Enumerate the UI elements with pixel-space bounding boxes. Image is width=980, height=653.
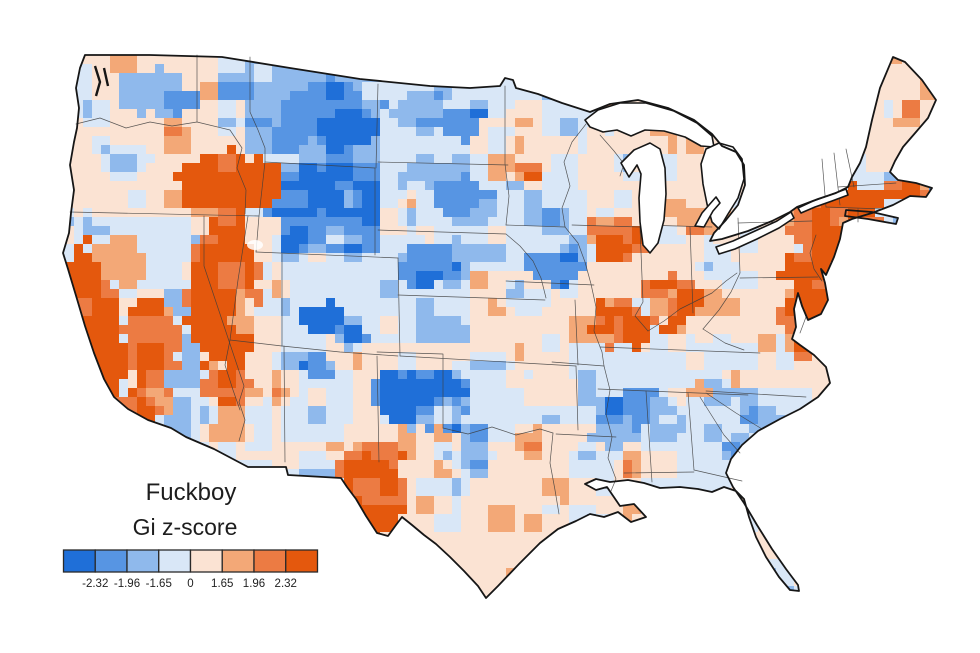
legend-tick-label: -2.32 <box>82 578 108 590</box>
legend-swatch-4 <box>189 549 223 573</box>
legend-tick-label: -1.96 <box>114 578 140 590</box>
legend-swatch-7 <box>285 549 319 573</box>
legend-swatch-3 <box>158 549 192 573</box>
legend-swatch-5 <box>221 549 255 573</box>
legend-swatch-2 <box>126 549 160 573</box>
legend-swatch-1 <box>94 549 128 573</box>
lake-erie <box>715 211 795 255</box>
us-outline <box>62 54 937 599</box>
legend-swatch-0 <box>62 549 96 573</box>
saginaw-bay <box>694 196 721 228</box>
lake-superior <box>584 102 715 148</box>
map-title: Fuckboy <box>146 479 237 506</box>
state-borders <box>69 54 897 515</box>
legend-tick-label: -1.65 <box>146 578 172 590</box>
legend-color-scale: -2.32 -1.96 -1.65 0 1.65 1.96 2.32 <box>62 549 319 590</box>
legend-tick-label: 0 <box>187 578 193 590</box>
puget-sound <box>93 65 110 97</box>
great-lakes <box>93 65 849 255</box>
legend-title: Gi z-score <box>133 514 238 540</box>
legend-swatch-6 <box>253 549 287 573</box>
great-salt-lake <box>247 240 263 250</box>
map-annotation: Fuckboy Gi z-score <box>133 479 238 540</box>
lake-michigan <box>620 142 667 254</box>
legend-tick-label: 2.32 <box>275 578 297 590</box>
legend-tick-label: 1.65 <box>211 578 233 590</box>
legend-tick-label: 1.96 <box>243 578 265 590</box>
